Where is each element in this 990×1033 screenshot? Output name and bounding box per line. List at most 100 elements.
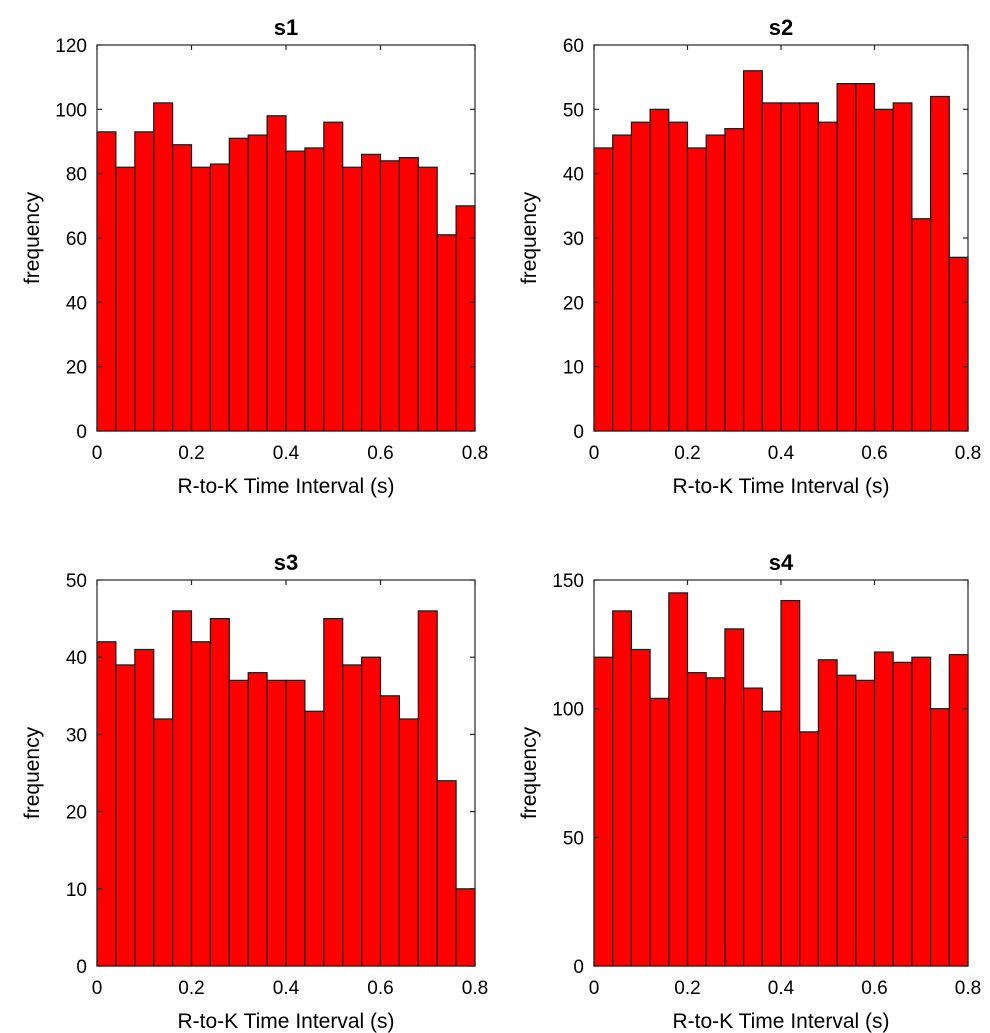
y-tick-label: 10 bbox=[66, 880, 87, 901]
histogram-bar bbox=[379, 160, 400, 432]
y-tick-label: 30 bbox=[563, 229, 584, 250]
x-tick-label: 0.4 bbox=[273, 443, 300, 464]
histogram-bar bbox=[153, 718, 174, 967]
histogram-bar bbox=[724, 628, 745, 967]
histogram-bar bbox=[799, 102, 820, 432]
histogram-bar bbox=[134, 131, 155, 432]
histogram-bar bbox=[436, 234, 457, 432]
panel-s3: 0 10 20 30 40 50 0 0.2 0.4 0.6 0.8 s3 R-to-K Time In… bbox=[21, 550, 488, 1033]
histogram-bar bbox=[342, 664, 363, 967]
histogram-bar bbox=[209, 617, 230, 967]
x-tick-label: 0 bbox=[92, 978, 103, 999]
y-tick-label: 0 bbox=[76, 957, 87, 978]
histogram-bar bbox=[115, 664, 136, 967]
panel-s4: 0 50 100 150 0 0.2 0.4 0.6 0.8 s4 R-to-K Time Inte… bbox=[518, 550, 981, 1033]
histogram-bar bbox=[724, 128, 745, 432]
y-tick-label: 150 bbox=[552, 571, 584, 592]
histogram-bar bbox=[836, 82, 857, 432]
x-tick-label: 0.6 bbox=[367, 978, 393, 999]
histogram-bar bbox=[649, 697, 670, 967]
y-tick-label: 0 bbox=[573, 422, 584, 443]
x-tick-label: 0 bbox=[589, 443, 600, 464]
histogram-bar bbox=[115, 166, 136, 432]
histogram-bar bbox=[247, 672, 268, 967]
x-axis-label: R-to-K Time Interval (s) bbox=[672, 475, 889, 498]
histogram-bar bbox=[705, 677, 726, 967]
y-tick-label: 100 bbox=[552, 700, 584, 721]
histogram-bar bbox=[948, 654, 969, 967]
histogram-bar bbox=[668, 592, 689, 967]
histogram-bar bbox=[836, 674, 857, 967]
histogram-bar bbox=[612, 134, 633, 432]
y-tick-label: 50 bbox=[563, 828, 584, 849]
histogram-bar bbox=[361, 153, 382, 432]
histogram-bar bbox=[96, 641, 117, 967]
histogram-bar bbox=[228, 679, 249, 967]
histogram-bar bbox=[612, 610, 633, 967]
x-tick-label: 0.2 bbox=[674, 443, 700, 464]
histogram-bar bbox=[780, 599, 801, 967]
x-axis-label: R-to-K Time Interval (s) bbox=[672, 1010, 889, 1033]
y-tick-label: 10 bbox=[563, 358, 584, 379]
histogram-bar bbox=[323, 121, 344, 432]
histogram-bar bbox=[228, 137, 249, 432]
histogram-bar bbox=[304, 147, 325, 432]
histogram-bar bbox=[911, 656, 932, 967]
y-tick-label: 100 bbox=[55, 100, 87, 121]
histogram-bar bbox=[398, 718, 419, 967]
panel-s2: 0 10 20 30 40 50 60 0 0.2 0.4 0.6 0.8 s2 R-to-K Time … bbox=[518, 15, 981, 498]
x-tick-label: 0.2 bbox=[178, 443, 204, 464]
histogram-bar bbox=[134, 648, 155, 967]
x-tick-label: 0.6 bbox=[861, 978, 887, 999]
y-axis-label: frequency bbox=[518, 726, 541, 819]
chart-title: s3 bbox=[274, 550, 298, 575]
histogram-bar bbox=[266, 115, 287, 432]
x-tick-label: 0.8 bbox=[462, 443, 488, 464]
histogram-bar bbox=[342, 166, 363, 432]
x-tick-label: 0.4 bbox=[768, 443, 795, 464]
y-axis-label: frequency bbox=[518, 191, 541, 284]
histogram-bar bbox=[266, 679, 287, 967]
histogram-bar bbox=[686, 147, 707, 432]
histogram-bar bbox=[153, 102, 174, 432]
histogram-bar bbox=[417, 166, 438, 432]
histogram-bar bbox=[630, 648, 651, 967]
x-axis-label: R-to-K Time Interval (s) bbox=[177, 1010, 394, 1033]
y-tick-label: 20 bbox=[66, 358, 87, 379]
histogram-bar bbox=[417, 610, 438, 967]
histogram-bar bbox=[455, 888, 476, 967]
histogram-bar bbox=[780, 102, 801, 432]
histogram-bar bbox=[892, 661, 913, 967]
histogram-bar bbox=[436, 780, 457, 967]
histogram-bar bbox=[285, 679, 306, 967]
histogram-bar bbox=[398, 156, 419, 432]
histogram-bar bbox=[742, 687, 763, 967]
y-tick-label: 20 bbox=[66, 803, 87, 824]
y-tick-label: 0 bbox=[573, 957, 584, 978]
histogram-bar bbox=[892, 102, 913, 432]
y-tick-label: 120 bbox=[55, 36, 87, 57]
histogram-bar bbox=[172, 610, 193, 967]
histogram-bar bbox=[799, 731, 820, 967]
histogram-bar bbox=[873, 651, 894, 967]
y-tick-label: 80 bbox=[66, 165, 87, 186]
histogram-bar bbox=[817, 121, 838, 432]
chart-title: s4 bbox=[769, 550, 794, 575]
y-tick-label: 30 bbox=[66, 725, 87, 746]
y-tick-label: 40 bbox=[66, 293, 87, 314]
y-tick-label: 50 bbox=[563, 100, 584, 121]
histogram-bar bbox=[630, 121, 651, 432]
histogram-bar bbox=[190, 641, 211, 967]
x-tick-label: 0.8 bbox=[955, 978, 981, 999]
x-tick-label: 0 bbox=[92, 443, 103, 464]
histogram-bar bbox=[855, 679, 876, 967]
histogram-bar bbox=[593, 147, 614, 432]
chart-title: s2 bbox=[769, 15, 793, 40]
y-axis-label: frequency bbox=[21, 191, 44, 284]
histogram-bar bbox=[379, 695, 400, 967]
histogram-bar bbox=[247, 134, 268, 432]
y-tick-label: 40 bbox=[66, 648, 87, 669]
y-tick-label: 60 bbox=[563, 36, 584, 57]
histogram-bar bbox=[948, 256, 969, 432]
